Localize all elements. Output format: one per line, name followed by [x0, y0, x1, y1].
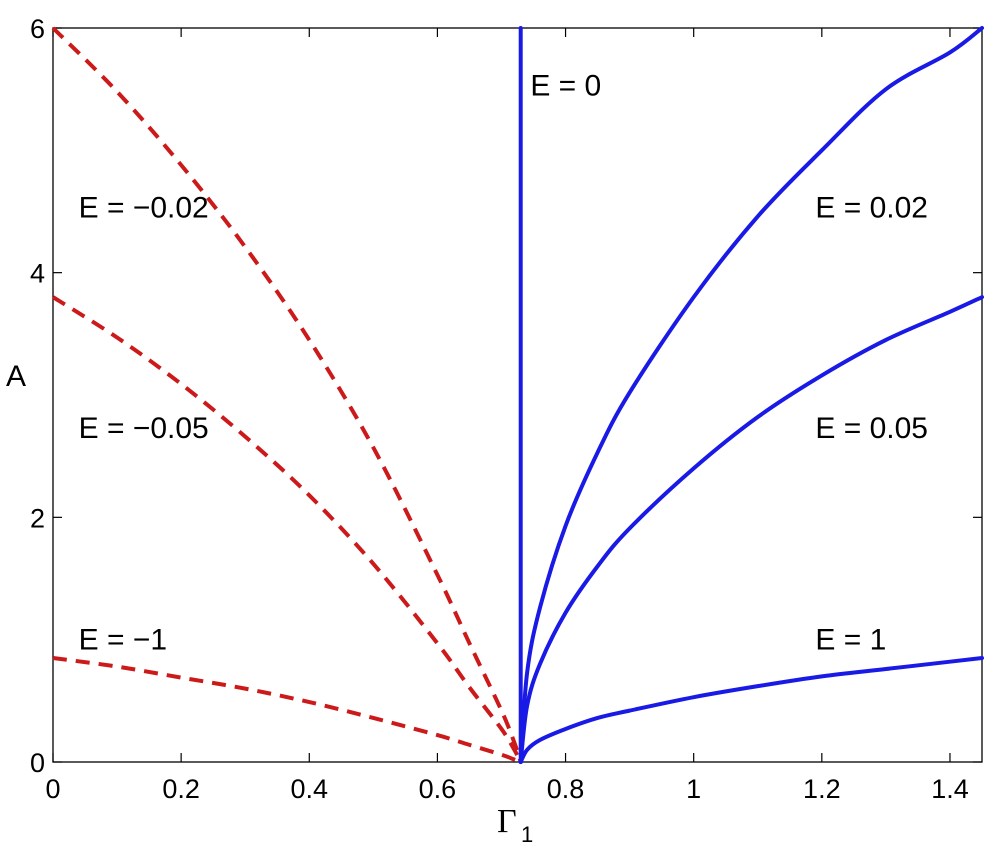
series-line-E1 [52, 656, 522, 764]
curve-label: E = −0.05 [79, 412, 209, 445]
y-tick-label: 4 [30, 259, 45, 289]
x-tick-label: 0.2 [162, 774, 200, 804]
x-tick-label: 1.2 [803, 774, 841, 804]
y-tick-label: 2 [30, 503, 45, 533]
y-tick-label: 6 [30, 14, 45, 44]
x-tick-label: 1.4 [931, 774, 969, 804]
x-axis-label-subscript: 1 [521, 822, 533, 847]
plot-area [52, 27, 983, 763]
series-layer [51, 26, 984, 764]
y-axis-label: A [6, 360, 26, 393]
curve-label: E = 0.02 [815, 192, 928, 225]
series-line-E1 [518, 656, 984, 764]
x-tick-label: 1 [686, 774, 701, 804]
curve-label: E = −0.02 [79, 192, 209, 225]
ticks: 0 0.2 0.4 0.6 0.8 1 1.2 1.4 0 2 4 6 [30, 14, 982, 804]
series-line-E0_05 [518, 295, 984, 764]
curve-label: E = −1 [79, 623, 167, 656]
x-tick-label: 0 [45, 774, 60, 804]
curve-label: E = 0.05 [815, 412, 928, 445]
curve-label: E = 1 [815, 623, 886, 656]
annotations-layer: E = 0 E = −0.02 E = −0.05 E = −1 E = 0.02 E =… [79, 69, 928, 656]
x-tick-label: 0.6 [419, 774, 457, 804]
x-axis-label: Γ [497, 803, 517, 840]
curve-label: E = 0 [530, 69, 601, 102]
x-tick-label: 0.4 [291, 774, 329, 804]
series-line-E0_02 [518, 26, 984, 764]
y-tick-label: 0 [30, 748, 45, 778]
series-line-E0_05 [51, 295, 523, 763]
x-tick-label: 0.8 [547, 774, 585, 804]
